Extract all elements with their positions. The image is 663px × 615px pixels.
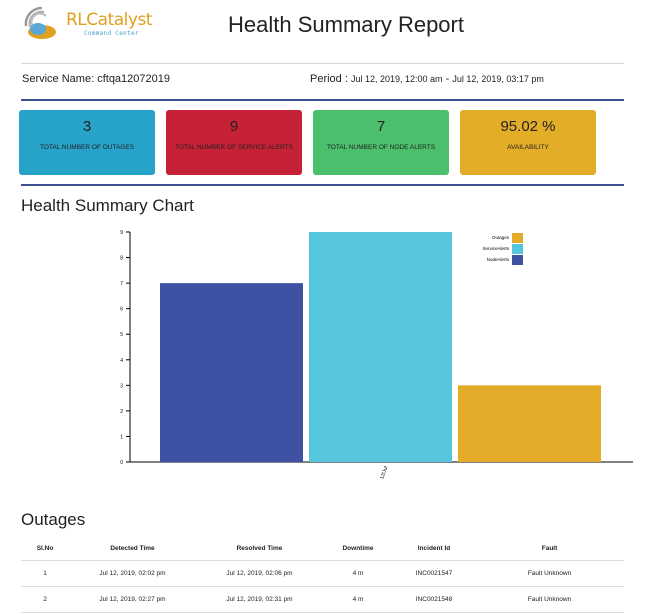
col-fault: Fault (475, 536, 624, 561)
period-dash: - (445, 73, 450, 85)
bar-servicealerts (309, 232, 452, 462)
cell-incident-id: INC0021547 (393, 560, 475, 587)
legend-label-nodealerts: NodeAlerts (487, 257, 510, 262)
availability-card: 95.02 % AVAILABILITY (460, 110, 596, 175)
logo-swirl-icon (24, 6, 56, 39)
cell-incident-id: INC0021548 (393, 586, 475, 613)
node-alerts-value: 7 (376, 118, 386, 135)
cell-detected-time: Jul 12, 2019, 02:27 pm (69, 586, 196, 613)
cell-fault: Fault Unknown (475, 560, 624, 587)
col-downtime: Downtime (323, 536, 393, 561)
period-end: Jul 12, 2019, 03:17 pm (452, 74, 544, 84)
legend-swatch-nodealerts (512, 255, 523, 265)
logo-sub-text: Command Center (84, 30, 139, 37)
col-resolved-time: Resolved Time (196, 536, 323, 561)
cell-slno: 1 (21, 560, 69, 587)
service-name-label: Service Name: (22, 73, 95, 85)
col-slno: Sl.No (21, 536, 69, 561)
y-tick-label: 0 (120, 460, 123, 466)
outages-section-title: Outages (21, 510, 86, 529)
cell-fault: Fault Unknown (475, 586, 624, 613)
outages-count-value: 3 (82, 118, 92, 135)
bar-outages (458, 385, 601, 462)
y-tick-label: 3 (120, 383, 123, 389)
cell-detected-time: Jul 12, 2019, 02:02 pm (69, 560, 196, 587)
service-name-value: cftqa12072019 (97, 73, 170, 85)
period-separator: : (344, 73, 348, 85)
outages-header-row: Sl.No Detected Time Resolved Time Downti… (21, 536, 624, 561)
summary-bottom-divider (21, 184, 624, 186)
cell-resolved-time: Jul 12, 2019, 02:06 pm (196, 560, 323, 587)
cell-downtime: 4 m (323, 560, 393, 587)
col-detected-time: Detected Time (69, 536, 196, 561)
health-summary-chart: 0 1 2 3 4 5 6 7 8 9 12/Jul Outages ServiceAlerts Node… (120, 230, 633, 481)
y-tick-label: 8 (120, 256, 123, 262)
x-tick-label: 12/Jul (379, 466, 389, 481)
node-alerts-card: 7 TOTAL NUMBER OF NODE ALERTS (313, 110, 449, 175)
service-alerts-value: 9 (229, 118, 239, 135)
service-name: Service Name: cftqa12072019 (22, 73, 170, 85)
availability-value: 95.02 % (500, 118, 556, 135)
outages-count-card: 3 TOTAL NUMBER OF OUTAGES (19, 110, 155, 175)
outages-count-label: TOTAL NUMBER OF OUTAGES (39, 144, 135, 151)
header-divider (21, 63, 624, 64)
cell-slno: 2 (21, 586, 69, 613)
period-start: Jul 12, 2019, 12:00 am (350, 74, 443, 84)
table-row: 1 Jul 12, 2019, 02:02 pm Jul 12, 2019, 0… (21, 560, 624, 587)
chart-section-title: Health Summary Chart (21, 196, 194, 215)
bar-nodealerts (160, 283, 303, 462)
cell-downtime: 4 m (323, 586, 393, 613)
service-alerts-card: 9 TOTAL NUMBER OF SERVICE ALERTS (166, 110, 302, 175)
y-tick-label: 7 (120, 281, 123, 287)
report-title: Health Summary Report (228, 12, 464, 37)
cell-resolved-time: Jul 12, 2019, 02:31 pm (196, 586, 323, 613)
y-tick-label: 9 (120, 230, 123, 236)
period: Period : Jul 12, 2019, 12:00 am - Jul 12… (310, 73, 544, 85)
summary-top-divider (21, 99, 624, 101)
availability-label: AVAILABILITY (507, 144, 549, 151)
service-alerts-label: TOTAL NUMBER OF SERVICE ALERTS (175, 144, 293, 151)
legend-label-outages: Outages (492, 235, 510, 240)
y-tick-label: 2 (120, 409, 123, 415)
y-tick-label: 6 (120, 307, 123, 313)
col-incident-id: Incident Id (393, 536, 475, 561)
table-row: 2 Jul 12, 2019, 02:27 pm Jul 12, 2019, 0… (21, 586, 624, 613)
y-tick-label: 4 (120, 358, 123, 364)
outages-table: Sl.No Detected Time Resolved Time Downti… (21, 536, 624, 613)
y-tick-label: 1 (120, 434, 123, 440)
y-tick-label: 5 (120, 332, 123, 338)
logo-brand-text: RLCatalyst (66, 10, 152, 30)
legend-swatch-servicealerts (512, 244, 523, 254)
node-alerts-label: TOTAL NUMBER OF NODE ALERTS (326, 144, 436, 151)
rlcatalyst-logo: RLCatalyst Command Center (20, 2, 152, 44)
period-label: Period (310, 73, 342, 85)
legend-swatch-outages (512, 233, 523, 243)
legend-label-servicealerts: ServiceAlerts (482, 246, 509, 251)
